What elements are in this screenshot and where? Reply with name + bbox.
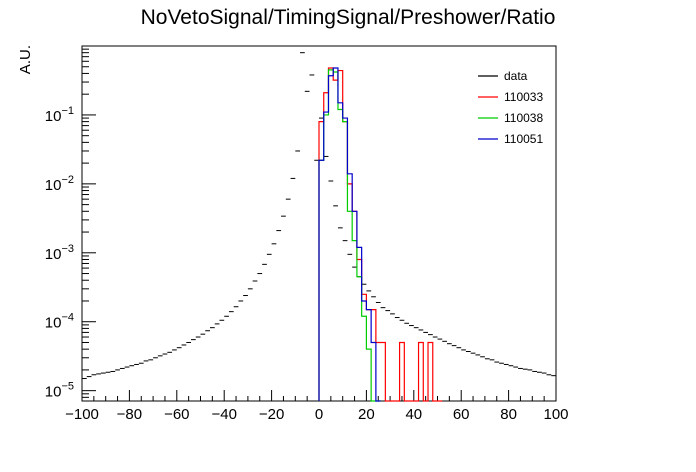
plot-series <box>82 52 556 402</box>
legend-label: data <box>504 69 528 83</box>
x-tick-label: 100 <box>543 406 568 423</box>
y-tick-label: 10−1 <box>45 105 74 125</box>
histogram-line <box>318 69 381 402</box>
chart-title: NoVetoSignal/TimingSignal/Preshower/Rati… <box>141 6 556 29</box>
x-tick-label: 0 <box>315 406 323 423</box>
legend-label: 110033 <box>504 90 543 104</box>
x-tick-label: −80 <box>117 406 142 423</box>
histogram-line <box>318 67 443 402</box>
legend-label: 110051 <box>504 132 543 146</box>
series-110038 <box>318 69 381 402</box>
y-tick-label: 10−5 <box>45 381 74 401</box>
x-tick-label: 80 <box>500 406 517 423</box>
x-tick-label: −40 <box>211 406 236 423</box>
x-tick-label: 60 <box>453 406 470 423</box>
x-axis-ticks: −100 −80 −60 −40 −20 0 20 40 60 80 100 <box>65 390 569 423</box>
y-axis-ticks: 10−1 10−2 10−3 10−4 10−5 <box>45 45 96 401</box>
legend-label: 110038 <box>504 111 543 125</box>
series-110033 <box>318 67 443 402</box>
y-axis-label: A.U. <box>17 45 34 74</box>
legend: data 110033 110038 110051 <box>478 69 543 146</box>
y-tick-label: 10−4 <box>45 312 74 332</box>
y-tick-label: 10−2 <box>45 174 74 194</box>
series-110051 <box>318 67 381 402</box>
x-tick-label: 40 <box>405 406 422 423</box>
x-tick-label: 20 <box>358 406 375 423</box>
histogram-line <box>318 67 381 402</box>
x-tick-label: −20 <box>259 406 284 423</box>
y-tick-label: 10−3 <box>45 243 74 263</box>
x-tick-label: −100 <box>65 406 99 423</box>
x-tick-label: −60 <box>164 406 189 423</box>
